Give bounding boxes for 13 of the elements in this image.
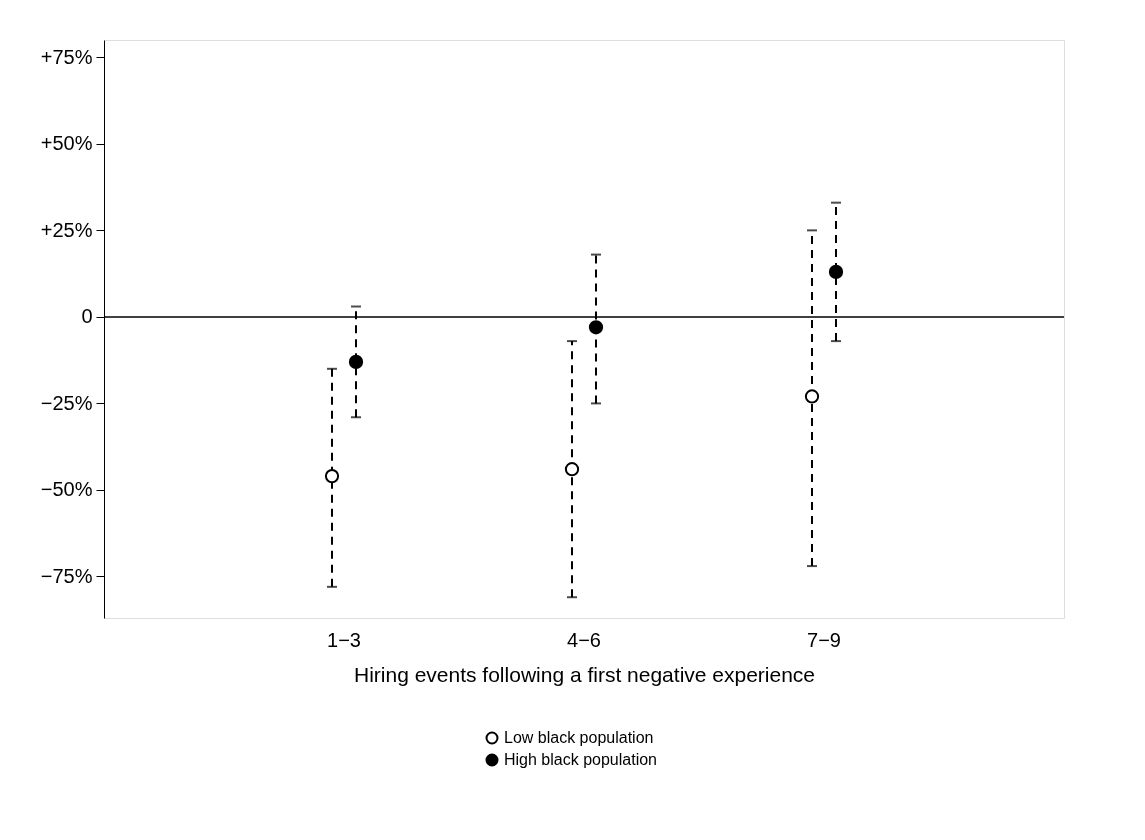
y-tick-label: +25% bbox=[40, 218, 93, 241]
y-tick-label: −75% bbox=[40, 564, 93, 587]
y-tick-label: +50% bbox=[40, 132, 93, 155]
x-tick-label: 4−6 bbox=[567, 628, 601, 651]
y-tick-label: −25% bbox=[40, 391, 93, 414]
legend-label: Low black population bbox=[504, 729, 654, 746]
x-axis-title: Hiring events following a first negative experience bbox=[353, 662, 816, 686]
y-tick-label: +75% bbox=[40, 45, 93, 68]
legend-label: High black population bbox=[504, 751, 657, 768]
y-tick-label: 0 bbox=[81, 305, 93, 328]
y-tick-label: −50% bbox=[40, 478, 93, 501]
x-tick-label: 1−3 bbox=[327, 628, 361, 651]
x-tick-label: 7−9 bbox=[807, 628, 841, 651]
